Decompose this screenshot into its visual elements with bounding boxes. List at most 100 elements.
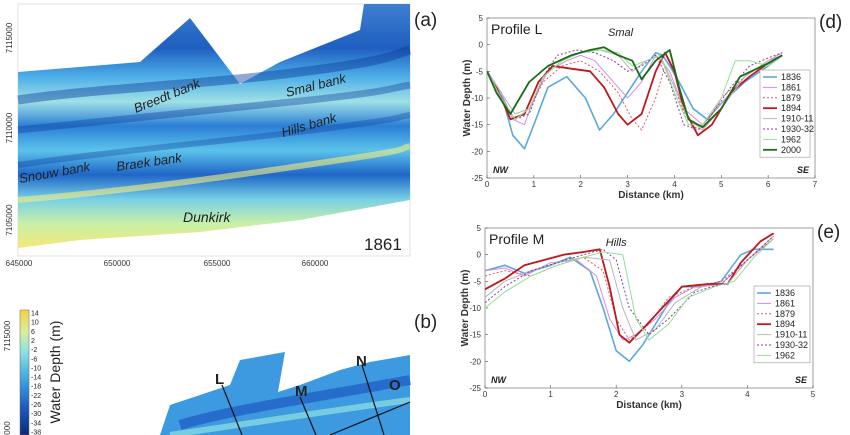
profile-line-o (329, 401, 411, 435)
corner-label-se: SE (797, 165, 810, 175)
y-tick-label: -5 (476, 67, 484, 76)
legend-label: 1879 (781, 93, 801, 103)
y-tick-label: -20 (469, 357, 481, 366)
y-tick-label: 5 (477, 224, 482, 233)
series-line-1894 (485, 232, 775, 344)
x-tick-label: 3 (680, 390, 685, 399)
colorbar-tick-label: -14 (31, 375, 41, 382)
colorbar-tick-label: 2 (31, 338, 35, 345)
x-tick-label: 3 (625, 180, 630, 189)
profile-label-m: M (295, 383, 308, 400)
map-a-xtick-2: 650000 (104, 259, 131, 268)
x-tick-label: 1 (548, 390, 553, 399)
x-tick-label: 5 (719, 180, 724, 189)
legend-label: 1930-32 (775, 340, 808, 350)
corner-label-nw: NW (491, 375, 507, 385)
legend-label: 1910-11 (781, 114, 813, 124)
chart-profile-m: 0 1 2 3 4 5 5 0 -5 -10 -15 -20 -25 Distance (km) Water… (460, 222, 840, 411)
series-line-1930-32 (485, 235, 774, 336)
corner-label-se: SE (795, 375, 808, 385)
series-line-1861 (487, 52, 783, 126)
chart-profile-l: 0 1 2 3 4 5 6 7 5 0 -5 -10 -15 -20 -25 Distance (km) Wat… (462, 12, 842, 201)
x-axis-label: Distance (km) (616, 400, 682, 411)
map-b-ytick-2: 000 (3, 421, 12, 435)
y-tick-label: -20 (471, 147, 483, 156)
y-axis-label: Water Depth (m) (462, 60, 473, 137)
series-lines (487, 46, 783, 150)
legend-label: 1930-32 (781, 124, 814, 134)
legend-label: 1894 (781, 103, 801, 113)
y-tick-label: 0 (477, 251, 482, 260)
colorbar-tick-label: 14 (31, 311, 39, 318)
series-lines (485, 232, 775, 363)
map-a-ytick-3: 7105000 (5, 204, 14, 236)
legend-box (759, 69, 811, 158)
map-b-ytick-1: 7115000 (3, 320, 12, 351)
series-line-2000 (487, 46, 783, 129)
series-line-1930-32 (487, 49, 783, 131)
colorbar-tick-label: -34 (31, 420, 41, 427)
colorbar-tick-label: -2 (31, 347, 37, 354)
map-a-xtick-3: 655000 (204, 259, 231, 268)
map-a: Breedt bank Smal bank Hills bank Snouw b… (5, 3, 437, 268)
colorbar-ticks: 14 10 6 2 -2 -6 -10 -14 -18 -22 -26 -30 -34 -38 (31, 311, 41, 435)
x-tick-label: 7 (813, 180, 818, 189)
colorbar-tick-label: -10 (31, 365, 41, 372)
map-a-year: 1861 (364, 235, 402, 254)
series-line-1962 (487, 49, 783, 126)
y-tick-label: -15 (471, 121, 483, 130)
corner-label-nw: NW (493, 165, 509, 175)
x-tick-label: 4 (672, 180, 677, 189)
legend-label: 1861 (781, 82, 801, 92)
y-tick-label: -25 (469, 384, 481, 393)
map-a-xtick-4: 660000 (302, 259, 329, 268)
y-tick-label: -5 (474, 277, 482, 286)
colorbar-tick-label: -38 (31, 430, 41, 435)
annotation-label: Smal (608, 27, 634, 39)
y-tick-label: -10 (469, 304, 481, 313)
panel-letter: (e) (817, 222, 840, 243)
y-axis-label: Water Depth (m) (460, 270, 471, 347)
colorbar-tick-label: -6 (31, 356, 37, 363)
legend-label: 1910-11 (775, 330, 807, 340)
map-a-ytick-1: 7115000 (5, 22, 14, 53)
x-axis-label: Distance (km) (618, 190, 684, 201)
colorbar-tick-label: -26 (31, 402, 41, 409)
x-tick-label: 1 (532, 180, 537, 189)
label-dunkirk: Dunkirk (183, 209, 231, 225)
panel-letter-b: (b) (414, 312, 437, 333)
y-tick-label: -10 (471, 94, 483, 103)
x-tick-label: 0 (483, 390, 488, 399)
legend-label: 2000 (781, 145, 801, 155)
y-tick-label: 0 (479, 41, 484, 50)
legend-label: 1836 (775, 288, 795, 298)
chart-title: Profile L (491, 21, 543, 37)
profile-label-o: O (389, 377, 401, 394)
legend-label: 1962 (781, 134, 801, 144)
legend-label: 1962 (775, 350, 795, 360)
map-b: L M N O (b) 7115000 000 14 10 6 2 -2 -6 -10 -14… (3, 309, 437, 435)
colorbar-title: Water Depth (m) (47, 321, 63, 424)
series-line-1879 (485, 238, 774, 341)
x-tick-label: 4 (745, 390, 750, 399)
legend-label: 1861 (775, 298, 795, 308)
map-a-bathymetry (18, 4, 410, 248)
profile-label-l: L (215, 371, 224, 388)
series-line-1836 (485, 248, 774, 363)
profile-line-m (299, 396, 317, 435)
y-tick-label: 5 (479, 14, 484, 23)
colorbar-tick-label: -18 (31, 384, 41, 391)
map-a-xtick-1: 645000 (6, 259, 33, 268)
colorbar (19, 309, 30, 435)
legend-label: 1879 (775, 309, 795, 319)
panel-letter: (d) (819, 12, 842, 33)
profile-label-n: N (356, 353, 367, 370)
colorbar-tick-label: -30 (31, 411, 41, 418)
x-tick-label: 6 (766, 180, 771, 189)
profile-line-n (361, 364, 385, 435)
y-tick-label: -25 (471, 174, 483, 183)
map-a-ytick-2: 7110000 (5, 112, 14, 143)
